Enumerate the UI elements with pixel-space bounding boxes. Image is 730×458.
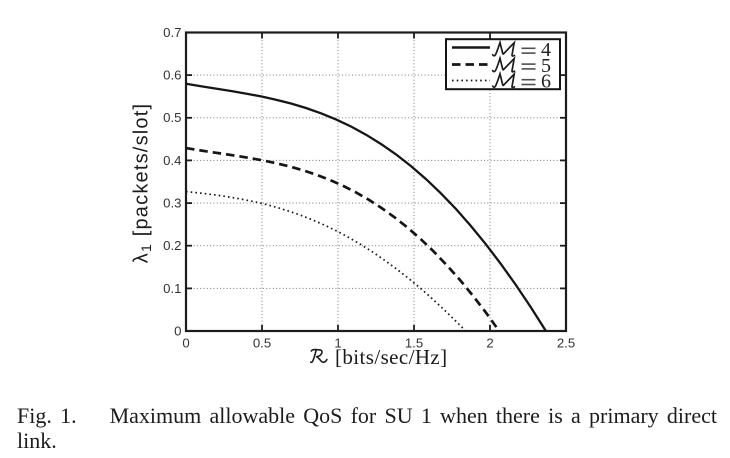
svg-text:[bits/sec/Hz]: [bits/sec/Hz] xyxy=(335,345,448,369)
svg-text:1.5: 1.5 xyxy=(405,335,423,350)
svg-text:0.7: 0.7 xyxy=(163,25,181,40)
svg-text:0.2: 0.2 xyxy=(163,238,181,253)
svg-text:0.5: 0.5 xyxy=(253,335,271,350)
svg-text:2.5: 2.5 xyxy=(557,335,575,350)
svg-text:0.5: 0.5 xyxy=(163,110,181,125)
svg-text:0.6: 0.6 xyxy=(163,68,181,83)
svg-text:0: 0 xyxy=(182,335,189,350)
svg-text:6: 6 xyxy=(541,71,551,93)
svg-text:4: 4 xyxy=(541,39,551,61)
svg-text:1: 1 xyxy=(334,335,341,350)
svg-text:2: 2 xyxy=(486,335,493,350)
svg-text:0.3: 0.3 xyxy=(163,196,181,211)
svg-text:λ1 [packets/slot]: λ1 [packets/slot] xyxy=(131,103,155,263)
svg-text:0.4: 0.4 xyxy=(163,153,181,168)
svg-text:5: 5 xyxy=(541,55,551,77)
svg-text:0: 0 xyxy=(174,323,181,338)
svg-text:0.1: 0.1 xyxy=(163,281,181,296)
